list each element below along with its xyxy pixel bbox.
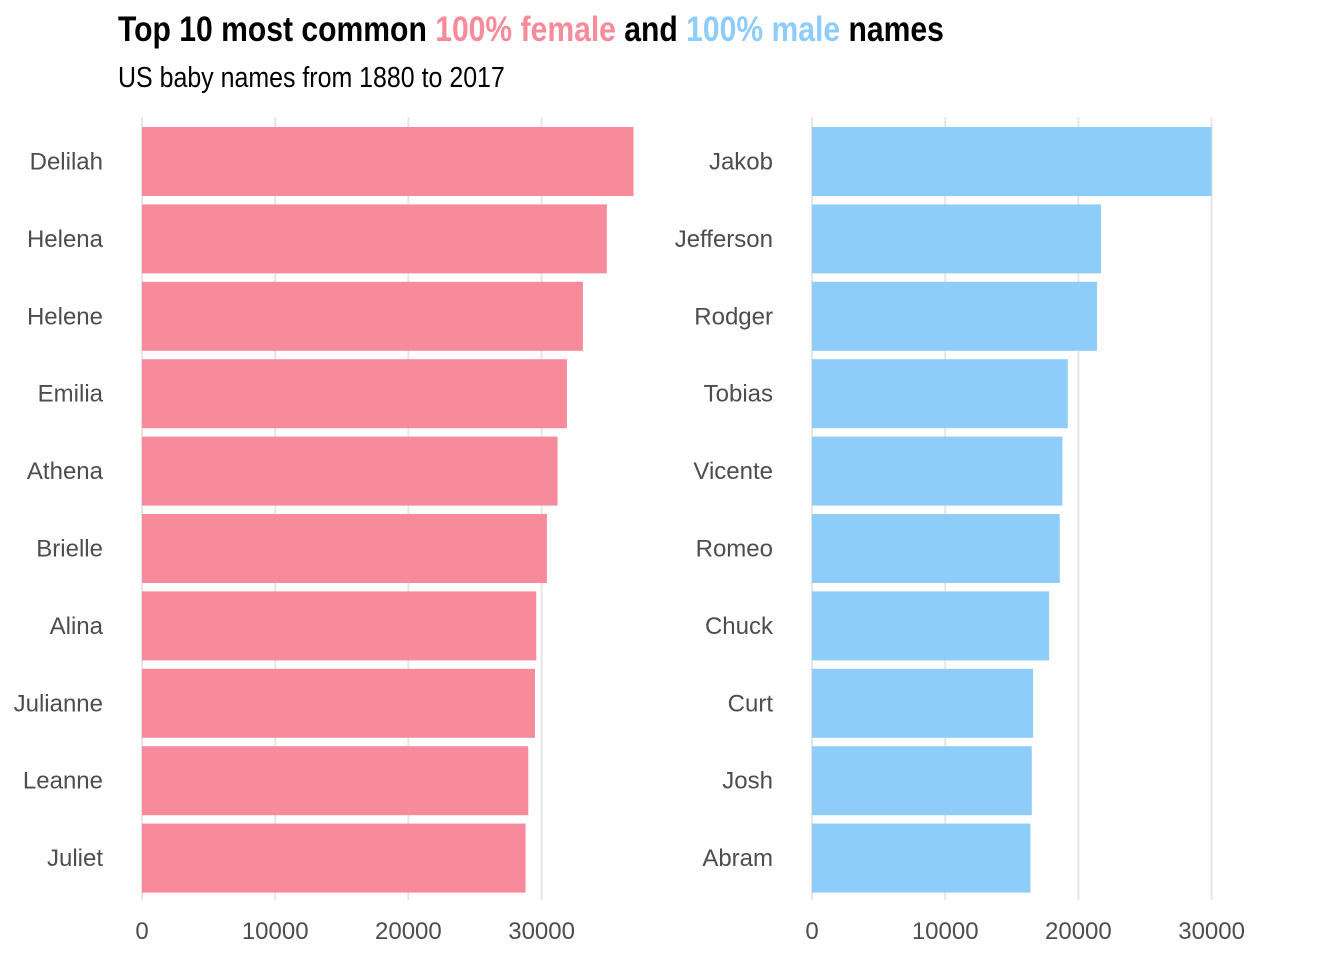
female-category-label: Helena	[27, 226, 104, 253]
male-bar-vicente	[812, 436, 1063, 506]
male-bar-tobias	[812, 359, 1068, 429]
female-x-tick-label: 30000	[508, 918, 575, 945]
female-category-label: Brielle	[36, 536, 103, 563]
female-bar-juliet	[142, 823, 526, 893]
female-category-label: Delilah	[30, 149, 103, 176]
male-category-label: Romeo	[696, 536, 773, 563]
female-bar-brielle	[142, 514, 547, 583]
male-x-tick-label: 10000	[912, 918, 979, 945]
female-bar-helena	[142, 204, 607, 274]
title-part-1: Top 10 most common	[118, 10, 436, 49]
male-bar-josh	[812, 746, 1032, 816]
chart-subtitle: US baby names from 1880 to 2017	[118, 62, 505, 94]
male-category-label: Abram	[702, 845, 773, 872]
female-category-label: Athena	[27, 458, 104, 485]
female-bar-delilah	[142, 127, 634, 196]
female-bar-julianne	[142, 668, 535, 738]
male-category-label: Chuck	[705, 613, 774, 640]
male-bar-jefferson	[812, 204, 1102, 274]
male-bar-jakob	[812, 127, 1212, 196]
male-category-label: Tobias	[704, 381, 773, 408]
female-x-tick-label: 0	[135, 918, 148, 945]
male-bar-romeo	[812, 514, 1060, 583]
title-male-highlight: 100% male	[686, 10, 841, 49]
chart-title: Top 10 most common 100% female and 100% …	[118, 10, 944, 50]
male-x-tick-label: 0	[805, 918, 818, 945]
female-bar-helene	[142, 281, 583, 351]
male-bar-abram	[812, 823, 1031, 893]
title-female-highlight: 100% female	[435, 10, 616, 49]
female-category-label: Leanne	[23, 768, 103, 795]
male-bar-chuck	[812, 591, 1050, 661]
male-category-label: Rodger	[694, 303, 773, 330]
title-part-3: names	[840, 10, 944, 49]
male-bar-curt	[812, 668, 1034, 738]
female-bar-emilia	[142, 359, 567, 429]
male-x-tick-label: 30000	[1178, 918, 1245, 945]
female-category-label: Helene	[27, 303, 103, 330]
female-x-tick-label: 10000	[242, 918, 309, 945]
female-bar-athena	[142, 436, 558, 506]
female-category-label: Julianne	[14, 690, 103, 717]
female-category-label: Alina	[50, 613, 104, 640]
female-x-tick-label: 20000	[375, 918, 442, 945]
female-bar-alina	[142, 591, 537, 661]
title-part-2: and	[615, 10, 687, 49]
male-category-label: Josh	[722, 768, 773, 795]
female-bar-leanne	[142, 746, 529, 816]
male-bar-rodger	[812, 281, 1098, 351]
male-x-tick-label: 20000	[1045, 918, 1112, 945]
female-category-label: Emilia	[38, 381, 104, 408]
male-category-label: Curt	[728, 690, 774, 717]
male-category-label: Vicente	[693, 458, 773, 485]
female-category-label: Juliet	[47, 845, 103, 872]
male-category-label: Jefferson	[675, 226, 773, 253]
male-category-label: Jakob	[709, 149, 773, 176]
